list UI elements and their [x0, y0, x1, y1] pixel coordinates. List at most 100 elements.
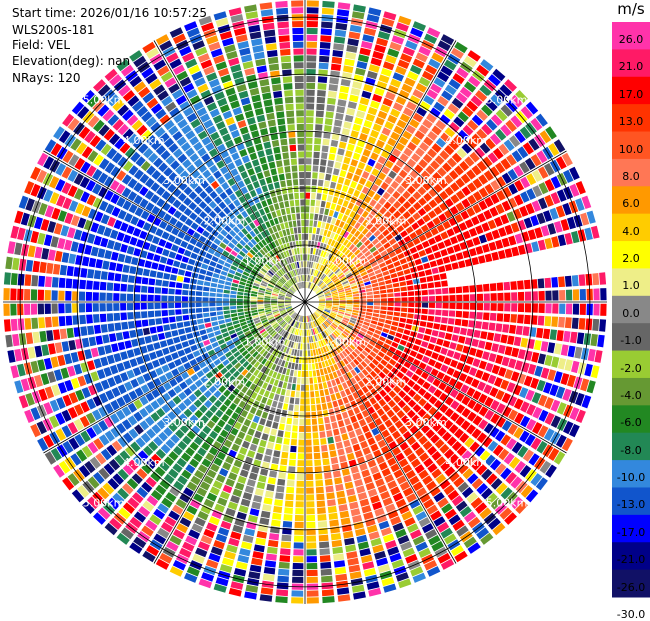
velocity-gate	[252, 285, 259, 290]
velocity-gate	[259, 594, 273, 602]
velocity-gate	[305, 261, 307, 268]
velocity-gate	[562, 388, 572, 402]
velocity-gate	[395, 265, 403, 272]
velocity-gate	[271, 211, 277, 219]
velocity-gate	[271, 196, 278, 204]
velocity-gate	[10, 273, 18, 286]
velocity-gate	[470, 95, 483, 107]
velocity-gate	[189, 180, 199, 190]
velocity-gate	[25, 259, 34, 272]
velocity-gate	[222, 250, 230, 257]
velocity-gate	[514, 180, 525, 192]
velocity-gate	[593, 288, 600, 301]
velocity-gate	[321, 451, 329, 459]
velocity-gate	[311, 185, 317, 193]
velocity-gate	[351, 268, 358, 275]
velocity-gate	[249, 366, 256, 374]
velocity-gate	[104, 430, 115, 442]
velocity-gate	[81, 337, 90, 348]
velocity-gate	[381, 17, 395, 27]
velocity-gate	[288, 138, 296, 145]
velocity-gate	[142, 372, 152, 382]
velocity-gate	[329, 77, 339, 85]
velocity-gate	[242, 394, 250, 403]
velocity-gate	[102, 260, 110, 270]
velocity-gate	[237, 475, 247, 484]
velocity-gate	[451, 262, 459, 270]
velocity-gate	[375, 117, 385, 126]
velocity-gate	[139, 407, 149, 418]
velocity-gate	[271, 293, 279, 296]
velocity-gate	[440, 364, 449, 373]
velocity-gate	[314, 213, 319, 221]
velocity-gate	[483, 384, 493, 395]
velocity-gate	[228, 537, 240, 547]
velocity-gate	[283, 331, 288, 338]
velocity-gate	[440, 34, 455, 46]
velocity-gate	[382, 328, 390, 334]
velocity-gate	[415, 228, 424, 236]
velocity-gate	[353, 299, 360, 302]
velocity-gate	[266, 336, 273, 343]
velocity-gate	[271, 305, 278, 308]
velocity-gate	[186, 333, 194, 340]
velocity-gate	[517, 291, 525, 301]
velocity-gate	[337, 252, 344, 259]
velocity-gate	[332, 50, 344, 58]
velocity-gate	[172, 395, 182, 405]
velocity-gate	[53, 263, 61, 275]
velocity-gate	[481, 321, 489, 330]
velocity-gate	[361, 469, 371, 478]
velocity-gate	[337, 398, 344, 406]
velocity-gate	[122, 109, 134, 121]
velocity-gate	[362, 447, 371, 456]
velocity-gate	[198, 15, 212, 26]
velocity-gate	[319, 207, 325, 215]
velocity-gate	[249, 443, 258, 452]
velocity-gate	[472, 358, 481, 368]
velocity-gate	[360, 360, 368, 368]
velocity-gate	[387, 546, 400, 556]
velocity-gate	[253, 317, 260, 322]
velocity-gate	[127, 497, 140, 509]
velocity-gate	[213, 358, 221, 366]
velocity-gate	[281, 259, 286, 266]
velocity-gate	[396, 327, 404, 334]
velocity-gate	[319, 264, 324, 271]
velocity-gate	[365, 482, 376, 491]
velocity-gate	[496, 403, 506, 414]
velocity-gate	[306, 542, 317, 549]
velocity-gate	[486, 332, 495, 341]
velocity-gate	[320, 568, 332, 576]
velocity-gate	[383, 394, 392, 403]
velocity-gate	[202, 302, 209, 307]
velocity-gate	[199, 329, 207, 336]
velocity-gate	[249, 383, 257, 391]
velocity-gate	[433, 206, 443, 215]
velocity-gate	[128, 428, 139, 439]
velocity-gate	[139, 198, 149, 209]
velocity-gate	[159, 461, 170, 472]
velocity-gate	[253, 219, 260, 227]
velocity-gate	[343, 156, 351, 165]
velocity-gate	[320, 438, 327, 445]
velocity-gate	[511, 246, 520, 257]
velocity-gate	[386, 284, 393, 289]
velocity-gate	[271, 302, 278, 304]
velocity-gate	[306, 117, 314, 124]
velocity-gate	[190, 373, 199, 382]
velocity-gate	[362, 34, 375, 43]
velocity-gate	[336, 587, 350, 595]
velocity-gate	[227, 433, 236, 442]
velocity-gate	[197, 83, 209, 94]
velocity-gate	[412, 344, 420, 352]
velocity-gate	[532, 169, 543, 182]
velocity-gate	[133, 303, 140, 310]
velocity-gate	[394, 234, 403, 242]
velocity-gate	[374, 384, 383, 392]
velocity-gate	[558, 276, 565, 288]
velocity-gate	[434, 195, 443, 205]
velocity-gate	[331, 56, 343, 65]
velocity-gate	[263, 455, 272, 463]
velocity-gate	[240, 171, 249, 179]
